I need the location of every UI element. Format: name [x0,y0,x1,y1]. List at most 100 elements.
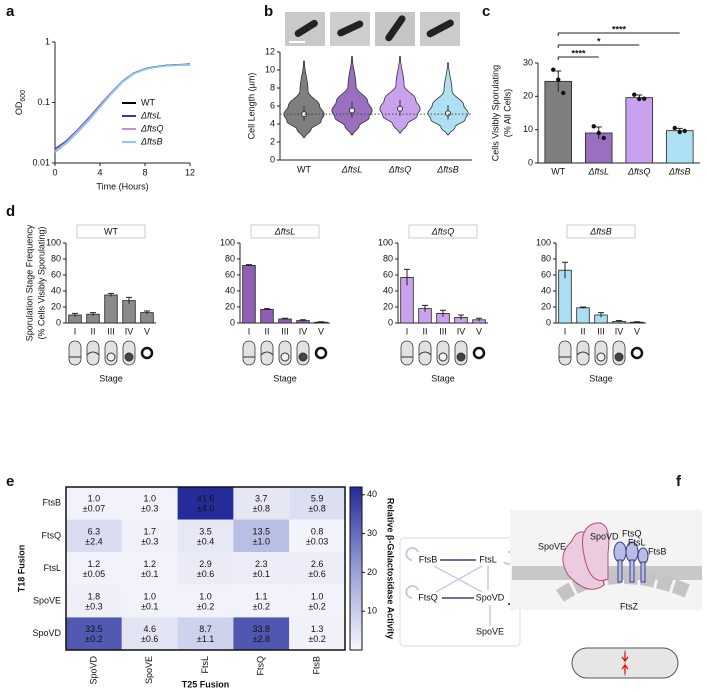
row-label: FtsQ [42,530,62,540]
cell-error: ±0.3 [85,601,102,611]
x-tick-label: 8 [142,167,147,177]
stage-icon [630,346,644,360]
violin [427,62,469,136]
panel-letter: d [6,203,15,220]
heatmap-cell [121,617,178,650]
cell-value: 1.2 [88,559,101,569]
stage-icon [260,340,274,366]
bar [104,294,118,324]
colorbar-tick-label: 20 [367,567,377,577]
panel-letter: f [676,473,682,490]
subplot-title: ΔftsB [589,226,612,236]
data-point [596,130,601,136]
cell-error: ±2.4 [85,536,102,546]
median [349,107,355,114]
cell-error: ±4.0 [197,504,214,514]
x-tick-label: ΔftsB [668,166,691,176]
colorbar-tick-label: 10 [367,606,377,616]
row-label: SpoVE [33,595,61,605]
cell-error: ±0.2 [308,634,325,644]
cell-value: 6.3 [88,526,101,536]
cell-value: 5.9 [311,494,324,504]
y-tick-label: 0 [230,317,235,327]
error-bar [264,308,270,311]
data-point [632,92,637,97]
bar [576,307,590,324]
y-tick-label: 0 [388,317,393,327]
cell-error: ±0.8 [253,504,270,514]
line [54,63,191,152]
y-axis-label: (% All Cells) [502,89,512,138]
heatmap-cell [289,519,345,553]
cell-value: 8.7 [199,624,212,634]
heatmap-frame [65,486,346,651]
cell-error: ±0.1 [253,569,270,579]
column-label: FtsB [311,656,321,675]
y-tick-label: 8 [270,82,275,92]
stage-icon [106,352,116,362]
x-tick-label: III [281,326,289,336]
cell-value: 2.6 [311,559,324,569]
y-tick-label: 80 [383,253,393,263]
error-bar [90,312,96,316]
legend-label: ΔftsL [140,110,162,120]
cell-error: ±0.1 [141,569,158,579]
title-box [566,224,636,239]
subplot-title: ΔftsQ [431,226,455,236]
significance-label: * [597,36,601,46]
y-axis-label: Cells Visibly Sporulating [490,65,500,161]
column-label: FtsL [200,656,210,674]
y-tick-label: 60 [383,269,393,279]
y-tick-label: 80 [51,253,61,263]
y-tick-label: 40 [51,285,61,295]
heatmap-cell [66,584,122,618]
x-tick-label: V [144,326,150,336]
stage-icon [472,346,486,360]
cell-error: ±0.2 [85,634,102,644]
cell-value: 1.0 [88,494,101,504]
data-point [561,90,566,96]
error-bar [422,304,428,312]
heatmap-cell [66,552,122,585]
x-tick-label: WT [551,166,565,176]
bar [122,300,136,324]
cell-error: ±0.6 [141,634,158,644]
y-tick-label: 100 [220,237,235,247]
node-label: FtsB [419,554,438,564]
x-tick-label: ΔftsL [341,164,363,174]
x-tick-label: V [318,326,324,336]
bar [625,97,654,164]
x-tick-label: ΔftsQ [627,166,651,176]
cell-value: 1.1 [255,591,268,601]
median [445,110,451,117]
cell-error: ±0.4 [197,536,214,546]
data-point [556,77,561,82]
error-bar [476,317,482,322]
significance-label: **** [612,24,627,34]
y-axis-label: Sporulation Stage Frequency [24,224,34,341]
stage-icon [558,340,572,366]
y-tick-label: 0 [528,157,533,167]
error-bar [616,320,622,323]
x-axis-label: Stage [99,373,123,383]
stage-icon [280,352,290,362]
significance-bracket [557,44,640,48]
cell-value: 3.7 [255,494,268,504]
colorbar-tick-label: 30 [367,528,377,538]
node-label: FtsL [479,554,497,564]
protein-label: FtsQ [622,528,642,538]
bar [242,264,256,324]
y-tick-label: 12 [265,46,275,56]
line [54,63,191,150]
protein-label: SpoVD [590,531,619,541]
protein-label: SpoVE [538,541,566,551]
y-tick-label: 20 [51,301,61,311]
stage-icon [298,352,308,362]
cell-error: ±0.2 [197,601,214,611]
error-bar [440,309,446,317]
x-axis-label: Stage [273,373,297,383]
x-tick-label: I [74,326,77,336]
cell-error: ±0.2 [253,601,270,611]
node-label: SpoVD [476,592,505,602]
